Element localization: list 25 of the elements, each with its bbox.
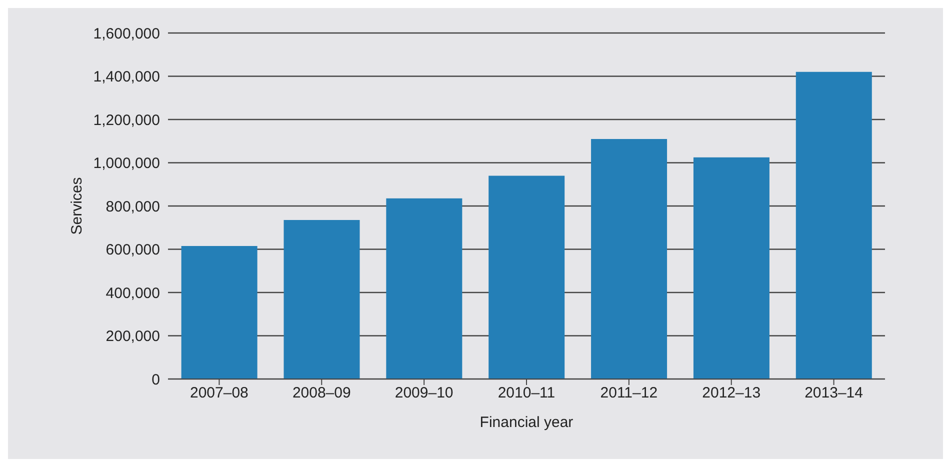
y-tick-label: 0 xyxy=(152,371,160,388)
y-tick-label: 800,000 xyxy=(106,198,160,216)
y-tick-label: 200,000 xyxy=(106,328,160,346)
bar xyxy=(488,176,565,379)
x-tick-label: 2010–11 xyxy=(498,384,556,402)
x-axis-title: Financial year xyxy=(480,414,574,431)
x-tick-label: 2013–14 xyxy=(804,384,863,402)
bar xyxy=(284,220,360,379)
x-tick-label: 2009–10 xyxy=(394,384,454,402)
bar xyxy=(181,246,258,379)
bar xyxy=(386,198,462,379)
y-tick-label: 1,200,000 xyxy=(93,112,160,129)
bar xyxy=(693,157,770,379)
y-tick-label: 400,000 xyxy=(106,284,160,302)
y-axis-title: Services xyxy=(68,177,86,235)
x-tick-label: 2007–08 xyxy=(190,384,248,402)
bar xyxy=(796,72,872,379)
x-tick-label: 2012–13 xyxy=(702,384,761,402)
y-tick-label: 1,000,000 xyxy=(93,155,160,172)
y-tick-label: 1,400,000 xyxy=(93,68,160,86)
y-tick-label: 1,600,000 xyxy=(93,25,160,42)
x-tick-label: 2011–12 xyxy=(600,384,658,402)
bar xyxy=(591,138,668,379)
y-tick-label: 600,000 xyxy=(106,242,160,259)
x-tick-label: 2008–09 xyxy=(292,384,351,402)
